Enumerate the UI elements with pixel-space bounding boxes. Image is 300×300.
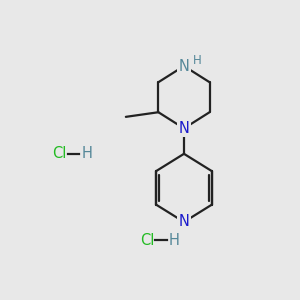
Text: H: H	[169, 233, 180, 248]
Text: H: H	[82, 146, 92, 161]
Text: Cl: Cl	[52, 146, 67, 161]
Text: N: N	[178, 121, 189, 136]
Text: Cl: Cl	[140, 233, 154, 248]
Text: N: N	[178, 58, 189, 74]
Text: H: H	[192, 54, 201, 67]
Text: N: N	[178, 214, 189, 230]
